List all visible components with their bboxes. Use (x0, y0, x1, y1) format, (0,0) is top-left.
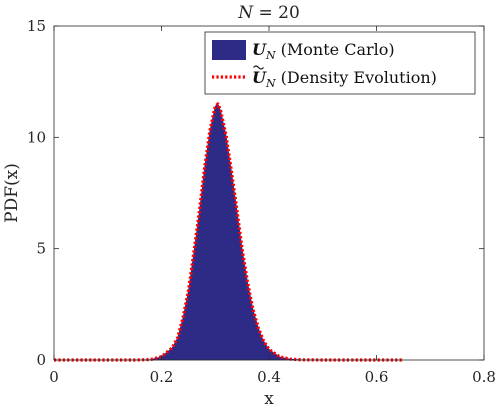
y-tick-label: 5 (36, 240, 46, 258)
y-tick-label: 0 (36, 351, 46, 369)
legend: UN (Monte Carlo) UN (Density Evolution) (204, 31, 476, 95)
y-tick-label: 10 (27, 128, 46, 146)
x-tick-label: 0.8 (472, 368, 496, 386)
legend-subscript-n-2: N (265, 77, 276, 90)
ticks-layer: 0 0.2 0.4 0.6 0.8 0 5 10 15 (27, 17, 496, 386)
title-equation: = 20 (253, 3, 300, 23)
legend-box (204, 31, 476, 95)
legend-symbol-u: U (252, 40, 267, 59)
x-tick-label: 0.4 (257, 368, 281, 386)
legend-text-monte-carlo: (Monte Carlo) (276, 40, 395, 59)
tilde-mark (253, 65, 264, 70)
chart-title: N = 20 (237, 3, 300, 23)
legend-subscript-n: N (265, 49, 276, 62)
title-variable: N (237, 3, 254, 23)
y-axis-label: PDF(x) (2, 163, 22, 223)
y-tick-label: 15 (27, 17, 46, 35)
legend-label-monte-carlo: UN (Monte Carlo) (252, 40, 395, 62)
x-axis-label: x (264, 389, 274, 409)
legend-text-density-evolution: (Density Evolution) (276, 68, 437, 87)
legend-label-density-evolution: UN (Density Evolution) (252, 68, 437, 90)
x-tick-label: 0.6 (365, 368, 389, 386)
x-tick-label: 0 (49, 368, 59, 386)
legend-swatch-monte-carlo (212, 40, 246, 60)
legend-symbol-u-tilde: U (252, 68, 267, 87)
series-density-evolution-line (54, 102, 404, 362)
x-tick-label: 0.2 (150, 368, 174, 386)
